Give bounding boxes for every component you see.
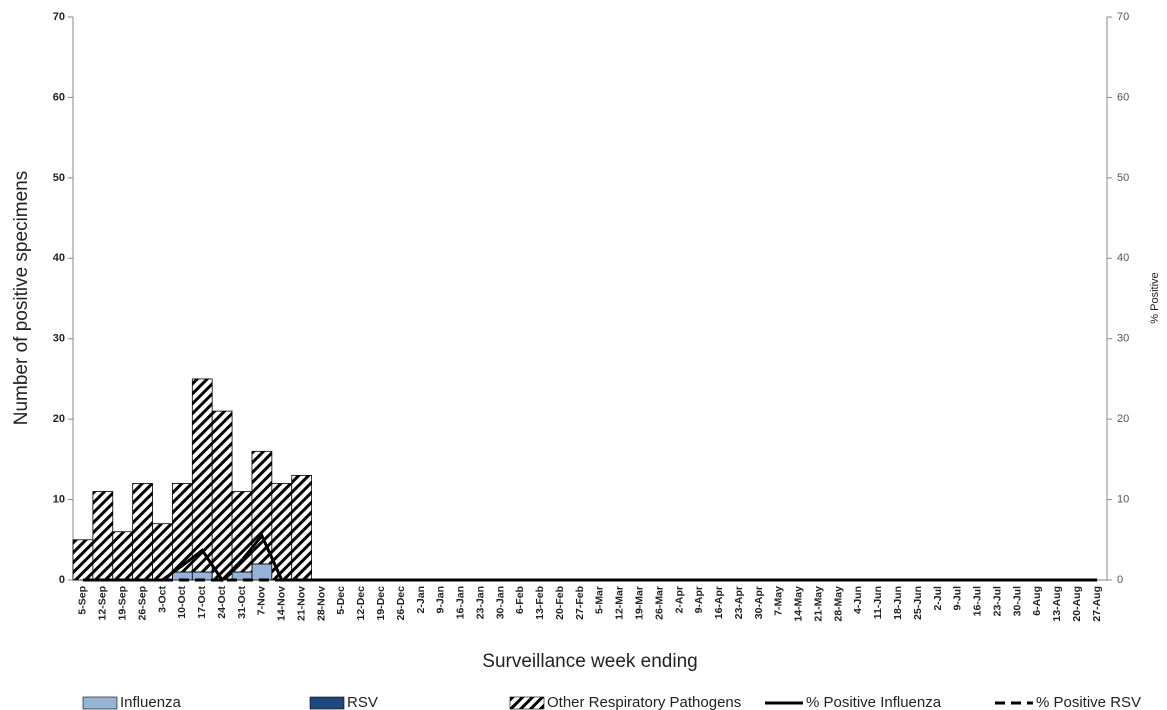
x-tick-label: 26-Mar — [653, 586, 665, 620]
y-tick-label: 20 — [53, 413, 65, 425]
x-tick-label: 13-Aug — [1051, 586, 1063, 622]
x-tick-label: 9-Jan — [435, 586, 447, 613]
y-tick-label: 30 — [53, 333, 65, 345]
x-tick-label: 5-Mar — [594, 586, 606, 614]
x-tick-label: 4-Jun — [852, 586, 864, 614]
y2-axis-title: % Positive — [1149, 272, 1161, 323]
y2-tick-label: 40 — [1117, 252, 1129, 264]
x-tick-label: 2-Jan — [415, 586, 427, 613]
x-tick-label: 11-Jun — [872, 586, 884, 619]
x-tick-label: 9-Jul — [952, 586, 964, 611]
x-tick-label: 13-Feb — [534, 586, 546, 620]
x-tick-label: 30-Jul — [1011, 586, 1023, 616]
x-tick-label: 19-Sep — [116, 586, 128, 620]
y-tick-label: 40 — [53, 252, 65, 264]
x-tick-label: 16-Jan — [455, 586, 467, 619]
legend-swatch — [82, 696, 118, 710]
x-tick-label: 21-Nov — [295, 586, 307, 621]
x-tick-label: 10-Oct — [176, 586, 188, 619]
bar — [211, 410, 233, 581]
x-tick-label: 12-Mar — [614, 586, 626, 620]
legend-swatch — [309, 696, 345, 710]
y-axis-title: Number of positive specimens — [11, 171, 32, 426]
x-tick-label: 12-Dec — [355, 586, 367, 621]
y2-tick-label: 70 — [1117, 11, 1129, 23]
x-tick-label: 7-May — [773, 586, 785, 616]
y2-tick-label: 10 — [1117, 493, 1129, 505]
legend-label: RSV — [347, 694, 378, 710]
y-tick-label: 10 — [53, 493, 65, 505]
bar — [251, 563, 273, 581]
bar — [152, 523, 173, 581]
x-tick-label: 27-Feb — [574, 586, 586, 620]
x-tick-label: 24-Oct — [216, 586, 228, 619]
x-tick-label: 5-Sep — [77, 586, 89, 615]
x-tick-label: 23-Jan — [474, 586, 486, 619]
x-tick-label: 30-Jan — [494, 586, 506, 619]
y-tick-label: 50 — [53, 172, 65, 184]
legend-label: % Positive Influenza — [806, 694, 942, 710]
y-tick-label: 60 — [53, 91, 65, 103]
x-tick-label: 14-May — [793, 586, 805, 622]
x-tick-label: 5-Dec — [335, 586, 347, 615]
y2-tick-label: 60 — [1117, 91, 1129, 103]
x-tick-label: 20-Aug — [1071, 586, 1083, 622]
x-tick-label: 28-May — [832, 586, 844, 622]
x-tick-label: 25-Jun — [912, 586, 924, 620]
y2-tick-label: 50 — [1117, 172, 1129, 184]
legend-label: % Positive RSV — [1036, 694, 1141, 710]
x-tick-label: 20-Feb — [554, 586, 566, 620]
x-tick-label: 26-Dec — [395, 586, 407, 621]
x-tick-label: 28-Nov — [315, 586, 327, 621]
y-tick-label: 70 — [53, 11, 65, 23]
x-tick-label: 2-Apr — [673, 586, 685, 613]
x-tick-label: 26-Sep — [136, 586, 148, 620]
bar — [112, 531, 134, 581]
x-axis-title: Surveillance week ending — [482, 651, 697, 672]
x-tick-label: 6-Feb — [514, 586, 526, 614]
x-tick-label: 14-Nov — [276, 586, 288, 621]
x-tick-label: 16-Apr — [713, 586, 725, 619]
x-tick-label: 16-Jul — [972, 586, 984, 616]
bar — [251, 450, 273, 565]
x-tick-label: 18-Jun — [892, 586, 904, 620]
x-tick-label: 2-Jul — [932, 586, 944, 611]
x-tick-label: 19-Dec — [375, 586, 387, 621]
line — [82, 532, 1098, 583]
y2-tick-label: 20 — [1117, 413, 1129, 425]
x-tick-label: 21-May — [812, 586, 824, 622]
x-tick-label: 12-Sep — [97, 586, 109, 620]
bar — [72, 539, 94, 581]
y2-tick-label: 0 — [1117, 574, 1123, 586]
y2-tick-label: 30 — [1117, 333, 1129, 345]
legend-label: Influenza — [120, 694, 182, 710]
x-tick-label: 19-Mar — [633, 586, 645, 620]
x-tick-label: 3-Oct — [156, 586, 168, 613]
x-tick-label: 30-Apr — [753, 586, 765, 619]
bar — [291, 475, 313, 581]
x-tick-label: 23-Jul — [991, 586, 1003, 616]
x-tick-label: 23-Apr — [733, 586, 745, 619]
y-tick-label: 0 — [59, 574, 65, 586]
bar — [132, 483, 153, 581]
x-tick-label: 9-Apr — [693, 586, 705, 613]
legend-label: Other Respiratory Pathogens — [547, 694, 741, 710]
x-tick-label: 17-Oct — [196, 586, 208, 619]
x-tick-label: 27-Aug — [1091, 586, 1103, 622]
legend-swatch — [509, 696, 545, 710]
bar — [92, 491, 114, 581]
x-tick-label: 6-Aug — [1031, 586, 1043, 616]
x-tick-label: 31-Oct — [236, 586, 248, 619]
x-tick-label: 7-Nov — [256, 586, 268, 615]
bar — [191, 378, 213, 573]
